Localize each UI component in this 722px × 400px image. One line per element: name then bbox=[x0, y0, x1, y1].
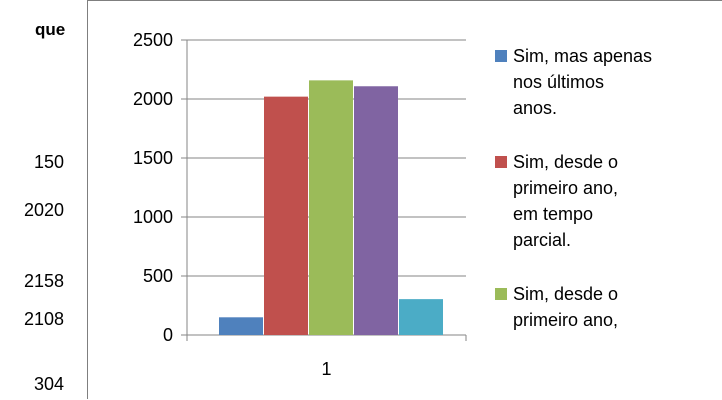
fragment-number-2: 2020 bbox=[24, 200, 65, 220]
legend-text-line: Sim, desde o bbox=[513, 284, 619, 304]
legend-item-2: Sim, desde o primeiro ano, em tempo parcial… bbox=[491, 149, 721, 253]
legend-item-1: Sim, mas apenas nos últimos anos. bbox=[491, 43, 721, 121]
legend-text-line: Sim, mas apenas bbox=[513, 46, 653, 66]
bar-series-4 bbox=[354, 86, 398, 335]
chart-frame: 0 500 1000 1500 2000 2500 1 Sim, mas apenas no… bbox=[87, 0, 722, 399]
legend-text-line: primeiro ano, bbox=[513, 310, 619, 330]
chart-legend: Sim, mas apenas nos últimos anos. Sim, desd… bbox=[491, 43, 721, 361]
legend-text-line: Sim, desde o bbox=[513, 152, 619, 172]
fragment-number-4: 2108 bbox=[24, 309, 65, 329]
y-tick-label-5: 2500 bbox=[133, 30, 173, 50]
bar-chart: 0 500 1000 1500 2000 2500 1 bbox=[133, 30, 467, 379]
legend-text-line: primeiro ano, bbox=[513, 178, 619, 198]
y-tick-label-2: 1000 bbox=[133, 207, 173, 227]
bar-series-5 bbox=[399, 299, 443, 335]
y-tick-label-4: 2000 bbox=[133, 89, 173, 109]
legend-text-line: parcial. bbox=[513, 230, 572, 250]
bar-series-1 bbox=[219, 317, 263, 335]
legend-item-3: Sim, desde o primeiro ano, bbox=[491, 281, 721, 333]
fragment-number-3: 2158 bbox=[24, 271, 65, 291]
fragment-que: que bbox=[35, 20, 66, 39]
fragment-number-5: 304 bbox=[34, 374, 65, 394]
x-category-label-0: 1 bbox=[321, 359, 331, 379]
y-tick-label-0: 0 bbox=[163, 325, 173, 345]
legend-text-line: em tempo bbox=[513, 204, 594, 224]
legend-swatch-1 bbox=[495, 50, 507, 62]
legend-swatch-3 bbox=[495, 288, 507, 300]
legend-text-line: anos. bbox=[513, 98, 558, 118]
bar-series-2 bbox=[264, 96, 308, 335]
y-tick-label-3: 1500 bbox=[133, 148, 173, 168]
legend-text-line: nos últimos bbox=[513, 72, 605, 92]
y-tick-label-1: 500 bbox=[143, 266, 173, 286]
bar-series-3 bbox=[309, 80, 353, 335]
legend-swatch-2 bbox=[495, 156, 507, 168]
fragment-number-1: 150 bbox=[34, 152, 65, 172]
